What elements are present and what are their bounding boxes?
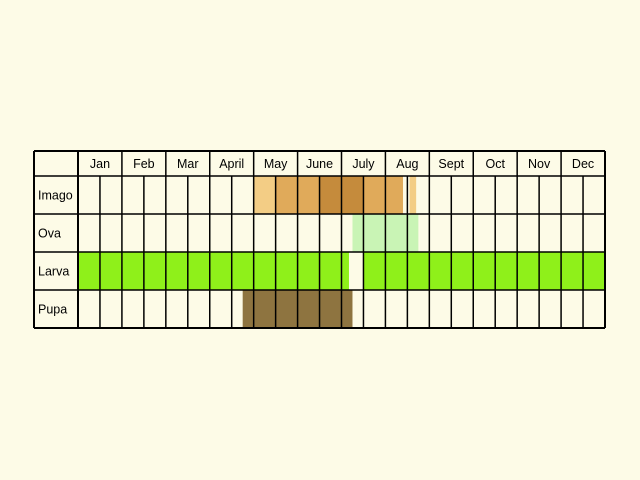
month-label: June	[306, 157, 333, 171]
month-label: July	[352, 157, 375, 171]
month-label: April	[219, 157, 244, 171]
imago-period-bar	[409, 176, 417, 214]
imago-period-bar	[385, 176, 403, 214]
larva-period-bar	[363, 252, 605, 290]
stage-label-pupa: Pupa	[38, 303, 67, 317]
stage-label-ova: Ova	[38, 227, 61, 241]
stage-label-larva: Larva	[38, 265, 69, 279]
month-label: Jan	[90, 157, 110, 171]
month-label: Dec	[572, 157, 594, 171]
calendar-grid	[33, 150, 606, 329]
chart-labels: Jan Feb Mar April May June July Aug Sept Oct Nov De…	[38, 157, 594, 317]
imago-period-bar	[341, 176, 364, 214]
month-label: Oct	[485, 157, 505, 171]
imago-period-bar	[319, 176, 342, 214]
larva-period-bar	[78, 252, 349, 290]
month-label: Mar	[177, 157, 199, 171]
month-label: Feb	[133, 157, 155, 171]
stage-label-imago: Imago	[38, 189, 73, 203]
imago-period-bar	[275, 176, 298, 214]
imago-period-bar	[253, 176, 276, 214]
imago-period-bar	[363, 176, 386, 214]
month-label: Nov	[528, 157, 551, 171]
month-label: May	[264, 157, 288, 171]
month-label: Aug	[396, 157, 418, 171]
imago-period-bar	[297, 176, 320, 214]
month-label: Sept	[438, 157, 464, 171]
